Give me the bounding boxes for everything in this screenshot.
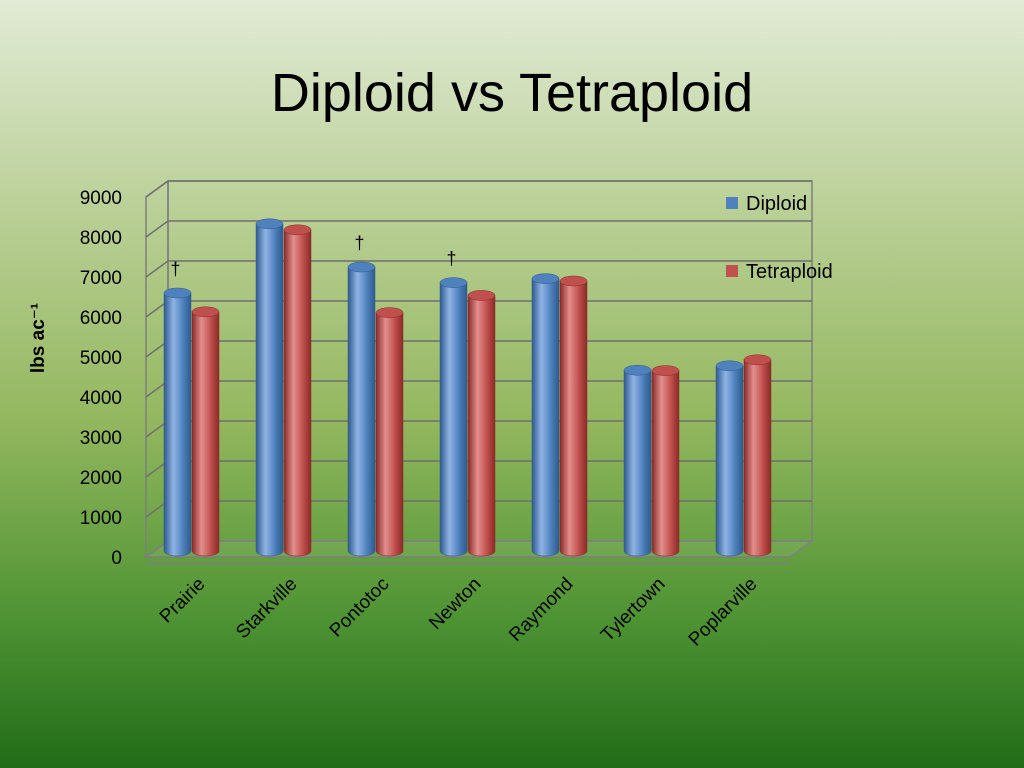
legend: Diploid Tetraploid	[726, 193, 833, 283]
bar-body	[559, 280, 588, 557]
bar-cap	[715, 360, 744, 372]
bar-tetraploid	[559, 275, 588, 557]
gridline	[145, 220, 812, 238]
bar-cap	[439, 277, 468, 288]
bar-tetraploid	[743, 354, 772, 557]
bar-diploid	[715, 360, 744, 557]
x-category-label: Poplarville	[685, 574, 762, 651]
y-tick-label: 8000	[80, 228, 122, 249]
legend-label: Diploid	[746, 193, 807, 215]
x-category-label: Tylertown	[597, 574, 669, 646]
bar-body	[347, 266, 376, 557]
bar-body	[191, 311, 220, 557]
bar-cap	[743, 354, 772, 366]
bar-cap	[375, 307, 404, 318]
bar-diploid	[163, 287, 192, 557]
bar-cap	[651, 365, 680, 376]
bar-diploid	[347, 261, 376, 557]
annotations: † † †	[170, 233, 456, 279]
x-category-label: Starkville	[232, 574, 301, 643]
x-axis-category-labels: Prairie Starkville Pontotoc Newton Raymond Ty…	[156, 574, 762, 651]
bar-tetraploid	[191, 306, 220, 557]
x-category-label: Prairie	[156, 574, 210, 628]
bar-body	[531, 278, 560, 557]
bar-body	[715, 365, 744, 557]
bar-cap	[283, 224, 312, 236]
bar-cap	[623, 364, 652, 376]
y-tick-label: 6000	[80, 308, 122, 329]
bar-body	[283, 229, 312, 557]
y-tick-label: 7000	[80, 268, 122, 289]
bar-body	[163, 292, 192, 557]
legend-swatch	[726, 265, 738, 277]
x-category-label: Raymond	[505, 574, 577, 646]
y-tick-label: 0	[111, 548, 122, 569]
bar-body	[623, 369, 652, 557]
y-tick-label: 1000	[80, 508, 122, 529]
x-category-label: Pontotoc	[326, 574, 394, 642]
dagger-annotation: †	[354, 233, 364, 253]
bar-tetraploid	[375, 307, 404, 557]
y-tick-label: 3000	[80, 428, 122, 449]
y-axis-tick-labels: 0 1000 2000 3000 4000 5000 6000 7000 8000 9000	[80, 188, 122, 569]
bar-tetraploid	[651, 365, 680, 557]
y-axis-label: lbs ac⁻¹	[28, 303, 49, 373]
bar-body	[651, 370, 680, 557]
bar-cap	[255, 218, 284, 230]
slide-title: Diploid vs Tetraploid	[270, 63, 754, 123]
x-category-label: Newton	[425, 574, 485, 634]
dagger-annotation: †	[170, 259, 180, 279]
legend-swatch	[726, 197, 738, 209]
bar-body	[439, 282, 468, 557]
bar-diploid	[531, 273, 560, 557]
bar-cap	[191, 306, 220, 318]
legend-label: Tetraploid	[746, 261, 833, 283]
bar-tetraploid	[467, 290, 496, 557]
bar-cap	[163, 287, 192, 299]
bar-diploid	[623, 364, 652, 557]
bar-body	[375, 312, 404, 557]
bar-diploid	[439, 277, 468, 557]
bar-cap	[531, 273, 560, 284]
y-tick-label: 5000	[80, 348, 122, 369]
bars	[163, 218, 772, 557]
bar-body	[743, 359, 772, 557]
bar-cap	[467, 290, 496, 301]
dagger-annotation: †	[446, 249, 456, 269]
bar-cap	[559, 275, 588, 287]
y-tick-label: 4000	[80, 388, 122, 409]
gridline	[145, 180, 812, 198]
bar-tetraploid	[283, 224, 312, 557]
bar-cap	[347, 261, 376, 273]
bar-diploid	[255, 218, 284, 557]
gridline	[145, 260, 812, 278]
bar-body	[467, 295, 496, 557]
y-tick-label: 2000	[80, 468, 122, 489]
y-tick-label: 9000	[80, 188, 122, 209]
bar-body	[255, 223, 284, 557]
